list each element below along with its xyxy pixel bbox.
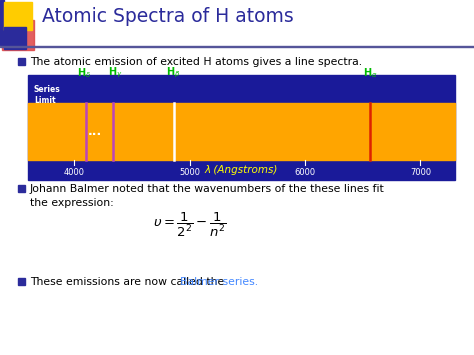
Text: 5000: 5000 (179, 168, 200, 177)
Bar (18, 185, 25, 192)
Bar (4, 2, 32, 30)
Bar (28, 103, 455, 160)
Text: λ (Angstroms): λ (Angstroms) (205, 165, 278, 175)
Bar (2, 20, 34, 50)
Text: 4000: 4000 (64, 168, 85, 177)
Text: $\upsilon = \dfrac{1}{2^2} - \dfrac{1}{n^2}$: $\upsilon = \dfrac{1}{2^2} - \dfrac{1}{n… (153, 211, 227, 239)
Text: H$_\gamma$: H$_\gamma$ (108, 66, 123, 80)
Text: ...: ... (88, 125, 102, 138)
Text: 7000: 7000 (410, 168, 431, 177)
Text: The atomic emission of excited H atoms gives a line spectra.: The atomic emission of excited H atoms g… (30, 57, 362, 67)
Text: H$_\delta$: H$_\delta$ (77, 66, 91, 80)
Text: the expression:: the expression: (30, 198, 114, 208)
Text: Johann Balmer noted that the wavenumbers of the these lines fit: Johann Balmer noted that the wavenumbers… (30, 184, 385, 194)
Bar (18, 278, 25, 285)
Bar (0, 45, 474, 47)
Bar (4, 27, 26, 49)
Text: Series
Limit: Series Limit (34, 85, 61, 105)
Bar (18, 58, 25, 65)
Text: These emissions are now called the: These emissions are now called the (30, 277, 228, 287)
Text: Atomic Spectra of H atoms: Atomic Spectra of H atoms (42, 7, 294, 27)
Text: H$_\alpha$: H$_\alpha$ (363, 66, 377, 80)
Text: Balmer series.: Balmer series. (180, 277, 258, 287)
Bar (0, 0, 4, 45)
Bar (28, 75, 455, 180)
Text: H$_\beta$: H$_\beta$ (166, 66, 181, 80)
Text: 6000: 6000 (294, 168, 316, 177)
